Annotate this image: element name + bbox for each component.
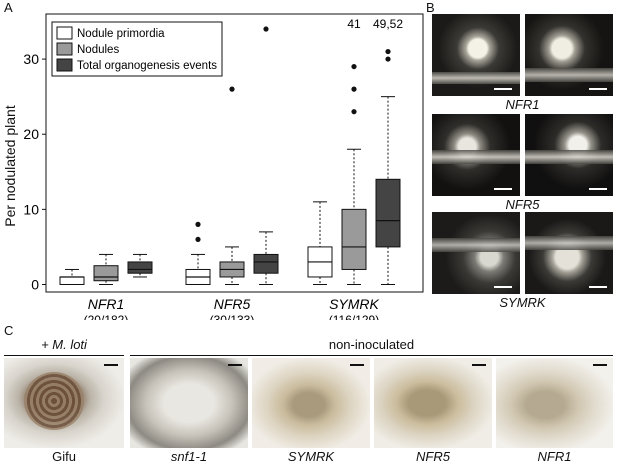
legend-swatch-0 xyxy=(56,26,73,40)
label-snf1: snf1-1 xyxy=(170,449,208,464)
panel-a-letter: A xyxy=(4,0,13,15)
group-count-nfr5: (30/133) xyxy=(210,313,255,320)
label-symrk: SYMRK xyxy=(287,449,335,464)
label-nfr5: NFR5 xyxy=(416,449,450,464)
group-count-nfr1: (20/182) xyxy=(84,313,129,320)
legend-swatch-2 xyxy=(56,58,73,72)
symrk-nodule-photo-2 xyxy=(525,212,613,294)
snf1-section-photo xyxy=(130,358,248,448)
annotation-0: 41 xyxy=(347,17,361,31)
box-nfr5-1-outlier-0 xyxy=(229,86,235,92)
y-tick-label-1: 10 xyxy=(23,201,39,217)
scale-bar xyxy=(589,286,607,288)
plot-frame xyxy=(45,13,424,293)
group-label-m-loti: + M. loti xyxy=(41,337,87,352)
nfr1-section-photo xyxy=(496,358,613,448)
box-symrk-2-outlier-0 xyxy=(385,56,391,62)
panel-c-letter: C xyxy=(4,323,14,338)
scale-bar xyxy=(104,364,118,366)
group-label-non-inoculated: non-inoculated xyxy=(328,337,415,352)
legend-swatch-1 xyxy=(56,42,73,56)
box-symrk-1-outlier-1 xyxy=(351,86,357,92)
box-nfr5-0-outlier-1 xyxy=(195,221,201,227)
symrk-nodule-photo-1 xyxy=(432,212,520,294)
group-label-nfr1: NFR1 xyxy=(88,296,125,312)
legend-label-0: Nodule primordia xyxy=(77,28,165,40)
group-bracket-left xyxy=(4,355,124,356)
symrk-section-photo xyxy=(252,358,370,448)
box-symrk-2-outlier-1 xyxy=(385,48,391,55)
panel-b-label-symrk: SYMRK xyxy=(499,295,546,310)
y-tick-label-2: 20 xyxy=(23,126,39,142)
nfr1-nodule-photo-1 xyxy=(432,14,520,96)
y-tick-label-0: 0 xyxy=(31,276,39,292)
label-nfr1: NFR1 xyxy=(537,449,572,464)
box-nfr5-0-outlier-0 xyxy=(195,236,201,243)
nfr1-nodule-photo-2 xyxy=(525,14,613,96)
group-label-symrk: SYMRK xyxy=(329,296,379,312)
legend-label-2: Total organogenesis events xyxy=(77,60,217,72)
box-symrk-2-box xyxy=(375,178,401,248)
box-nfr5-2-outlier-0 xyxy=(263,26,269,32)
scale-bar xyxy=(494,286,512,288)
label-gifu: Gifu xyxy=(52,449,76,464)
box-plot-chart: 0 10 20 30 41 49,52 NFR1(20/182) NFR5(30/133) SY… xyxy=(23,13,424,320)
y-tick-label-3: 30 xyxy=(23,51,39,67)
scale-bar xyxy=(228,364,242,366)
nfr5-nodule-photo-1 xyxy=(432,114,520,196)
group-bracket-right xyxy=(130,355,613,356)
gifu-section-photo xyxy=(4,358,124,448)
box-nfr5-2-box xyxy=(253,253,279,274)
box-symrk-1-outlier-0 xyxy=(351,109,357,115)
scale-bar xyxy=(350,364,364,366)
legend-box xyxy=(51,21,223,77)
box-symrk-1-box xyxy=(341,208,367,270)
legend-label-1: Nodules xyxy=(77,44,119,56)
group-count-symrk: (116/129) xyxy=(329,313,379,320)
scale-bar xyxy=(593,364,607,366)
scale-bar xyxy=(589,88,607,90)
nfr5-nodule-photo-2 xyxy=(525,114,613,196)
box-nfr1-1-box xyxy=(93,265,119,282)
nfr5-section-photo xyxy=(374,358,492,448)
box-symrk-1-outlier-2 xyxy=(351,63,357,70)
box-nfr1-2-box xyxy=(127,261,153,274)
panel-b-label-nfr1: NFR1 xyxy=(505,97,540,112)
scale-bar xyxy=(472,364,486,366)
panel-b-label-nfr5: NFR5 xyxy=(505,197,540,212)
group-label-nfr5: NFR5 xyxy=(214,296,251,312)
scale-bar xyxy=(589,188,607,190)
panel-b-letter: B xyxy=(426,0,435,15)
scale-bar xyxy=(494,188,512,190)
annotation-1: 49,52 xyxy=(373,17,403,31)
scale-bar xyxy=(494,88,512,90)
box-nfr1-0-box xyxy=(59,276,85,285)
